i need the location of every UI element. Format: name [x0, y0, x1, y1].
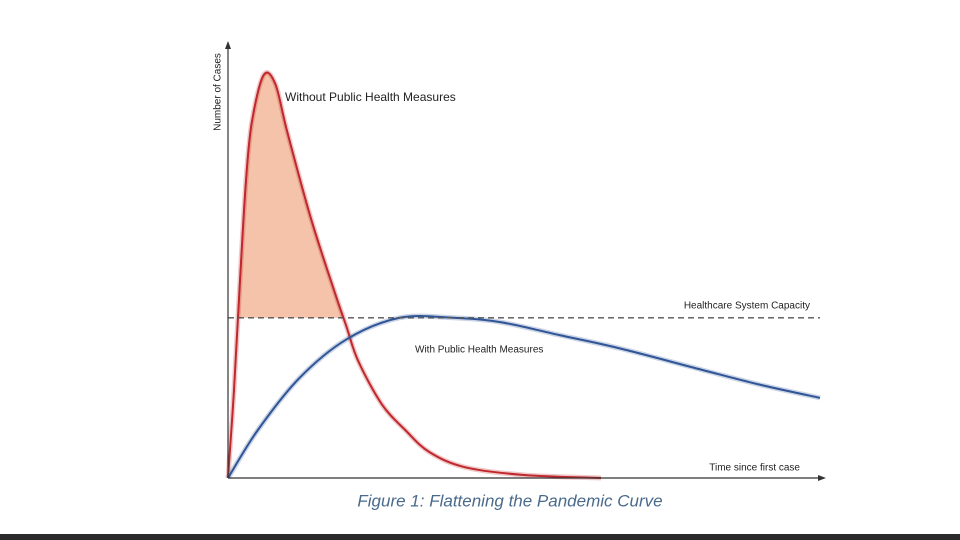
series-line-shadow	[225, 313, 821, 480]
y-axis-label: Number of Cases	[213, 53, 224, 131]
bottom-bar	[0, 534, 960, 540]
overflow-area	[237, 71, 345, 318]
x-axis-label: Time since first case	[709, 463, 800, 474]
series-line	[227, 71, 601, 479]
chart-title: Figure 1: Flattening the Pandemic Curve	[357, 491, 662, 510]
plot-area	[225, 70, 821, 481]
x-axis-arrow	[818, 475, 826, 481]
series-label: With Public Health Measures	[415, 345, 543, 356]
series-line	[227, 315, 821, 479]
capacity-label: Healthcare System Capacity	[684, 301, 810, 312]
y-axis-arrow	[225, 41, 231, 49]
series-label: Without Public Health Measures	[285, 90, 456, 104]
